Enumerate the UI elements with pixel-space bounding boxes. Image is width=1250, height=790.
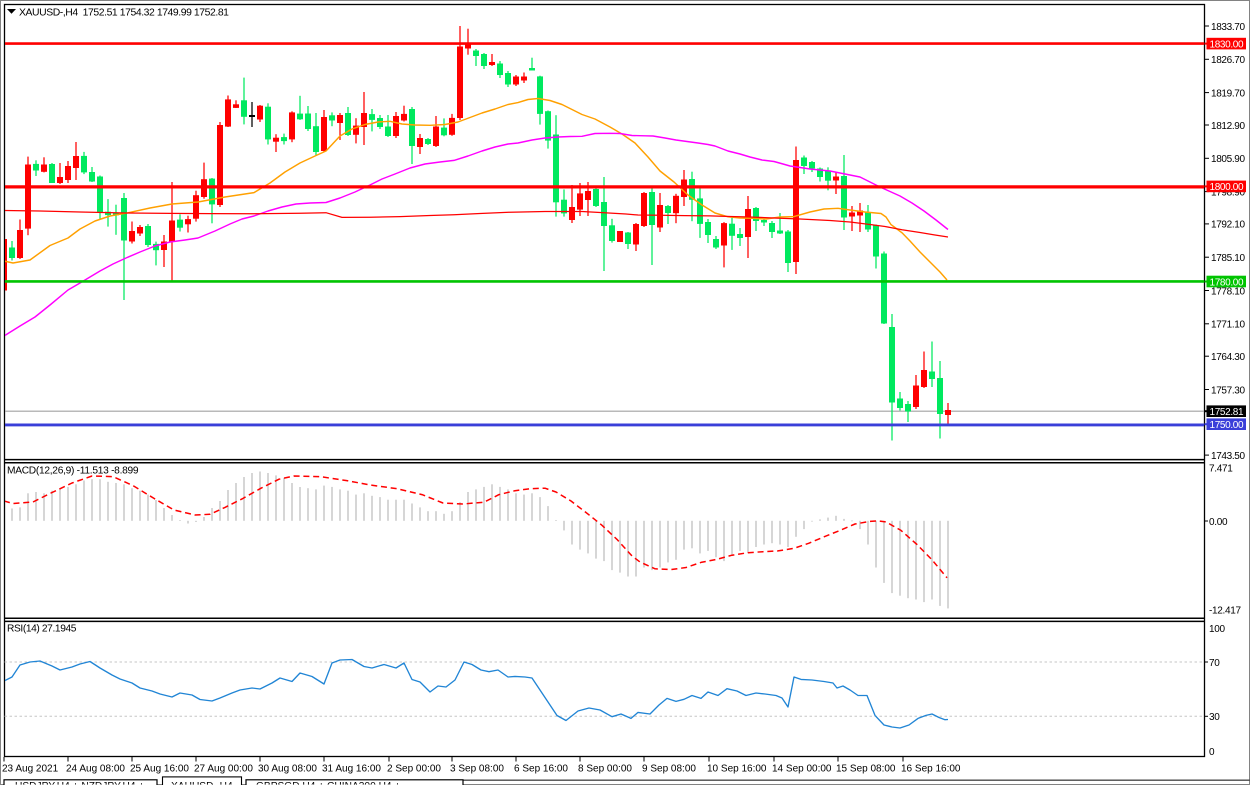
svg-text:1780.00: 1780.00: [1210, 277, 1244, 288]
svg-text:1771.10: 1771.10: [1211, 320, 1245, 331]
svg-text:1750.00: 1750.00: [1210, 420, 1244, 431]
svg-text:0: 0: [1209, 747, 1215, 758]
svg-text:2 Sep 00:00: 2 Sep 00:00: [387, 764, 441, 775]
svg-text:1812.90: 1812.90: [1211, 121, 1245, 132]
svg-text:10 Sep 16:00: 10 Sep 16:00: [707, 764, 767, 775]
svg-text:XAUUSD-,H4: XAUUSD-,H4: [171, 781, 233, 785]
svg-text:1833.70: 1833.70: [1211, 22, 1245, 33]
svg-text:9 Sep 08:00: 9 Sep 08:00: [642, 764, 696, 775]
svg-text:15 Sep 08:00: 15 Sep 08:00: [836, 764, 896, 775]
svg-text:1800.00: 1800.00: [1210, 182, 1244, 193]
svg-text:31 Aug 16:00: 31 Aug 16:00: [322, 764, 381, 775]
svg-text:27 Aug 00:00: 27 Aug 00:00: [194, 764, 253, 775]
svg-text:1805.90: 1805.90: [1211, 154, 1245, 165]
svg-text:1752.81: 1752.81: [1210, 407, 1244, 418]
svg-text:3 Sep 08:00: 3 Sep 08:00: [450, 764, 504, 775]
svg-text:1792.10: 1792.10: [1211, 220, 1245, 231]
svg-text:8 Sep 00:00: 8 Sep 00:00: [578, 764, 632, 775]
svg-text:1785.10: 1785.10: [1211, 253, 1245, 264]
svg-text:1743.50: 1743.50: [1211, 451, 1245, 462]
svg-text:1826.70: 1826.70: [1211, 55, 1245, 66]
svg-text:25 Aug 16:00: 25 Aug 16:00: [130, 764, 189, 775]
svg-text:70: 70: [1209, 658, 1220, 669]
svg-text:-12.417: -12.417: [1209, 605, 1242, 616]
svg-text:14 Sep 00:00: 14 Sep 00:00: [772, 764, 832, 775]
svg-text:7.471: 7.471: [1209, 463, 1233, 474]
svg-text:XAUUSD-,H4 1752.51 1754.32 17: XAUUSD-,H4 1752.51 1754.32 1749.99 1752.…: [19, 7, 229, 18]
svg-text:1819.70: 1819.70: [1211, 88, 1245, 99]
svg-text:GBPSGD,H4 + CHINA300,H4 +: GBPSGD,H4 + CHINA300,H4 +: [256, 781, 400, 785]
svg-text:1798.90: 1798.90: [1211, 187, 1245, 198]
svg-text:RSI(14) 27.1945: RSI(14) 27.1945: [7, 624, 77, 635]
svg-text:23 Aug 2021: 23 Aug 2021: [2, 764, 59, 775]
svg-text:30: 30: [1209, 712, 1220, 723]
svg-text:30 Aug 08:00: 30 Aug 08:00: [258, 764, 317, 775]
svg-text:6 Sep 16:00: 6 Sep 16:00: [514, 764, 568, 775]
svg-text:USDJPY,H4 + NZDJPY,H4 +: USDJPY,H4 + NZDJPY,H4 +: [15, 781, 144, 785]
svg-text:MACD(12,26,9) -11.513 -8.899: MACD(12,26,9) -11.513 -8.899: [7, 466, 139, 477]
svg-text:1757.30: 1757.30: [1211, 385, 1245, 396]
svg-text:1778.10: 1778.10: [1211, 286, 1245, 297]
svg-text:0.00: 0.00: [1209, 517, 1228, 528]
svg-text:100: 100: [1209, 624, 1226, 635]
svg-text:1830.00: 1830.00: [1210, 39, 1244, 50]
svg-text:1764.30: 1764.30: [1211, 352, 1245, 363]
svg-text:24 Aug 08:00: 24 Aug 08:00: [66, 764, 125, 775]
svg-text:16 Sep 16:00: 16 Sep 16:00: [901, 764, 961, 775]
